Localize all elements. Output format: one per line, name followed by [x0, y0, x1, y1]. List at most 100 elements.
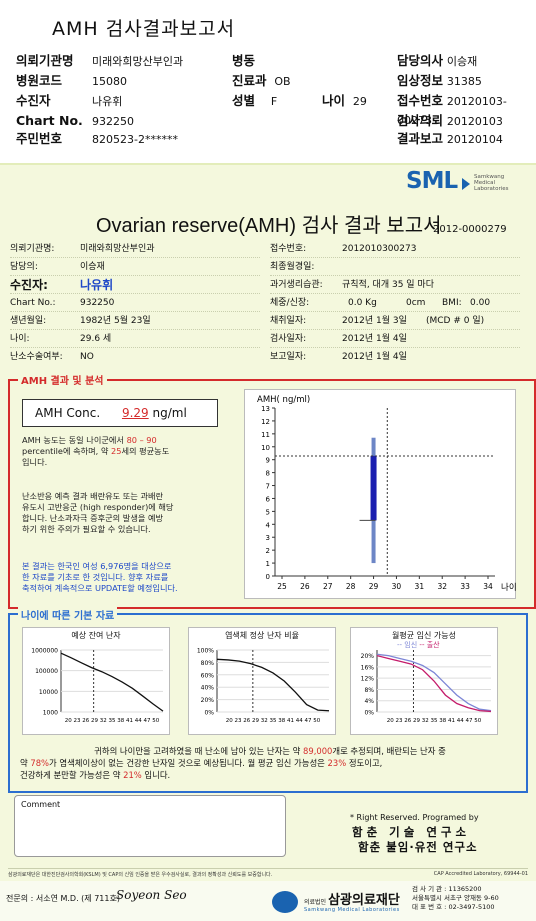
result-panel: AMH 결과 및 분석 AMH Conc. 9.29 ng/ml AMH 농도는…: [8, 372, 536, 609]
clinical-value: 31385: [446, 75, 482, 88]
amh-x-tick-label: 34: [483, 582, 493, 591]
amh-y-tick-label: 7: [266, 483, 270, 491]
eggs-chart-svg: 1000 10000 100000 1000000 20 23 26 29 32 35 …: [31, 648, 164, 724]
p-lastmens-label: 최종월경일:: [270, 262, 315, 272]
mini3-y-tick-label: 4%: [364, 698, 374, 705]
amh-y-tick-label: 8: [266, 470, 270, 478]
sml-logo-sub: Samkwang Medical Laboratories: [474, 174, 509, 192]
fine-print: 삼광의료재단은 대한진단검사의학회(KSLM) 및 CAP의 신임 인증을 받은…: [8, 868, 528, 878]
chart-label: Chart No.: [16, 113, 83, 128]
hospcode-value: 15080: [92, 75, 127, 88]
comment-box: Comment: [14, 795, 286, 857]
p-weight-value: 0.0 Kg: [348, 298, 377, 308]
p-bmi-value: 0.00: [470, 298, 491, 308]
report-title: Ovarian reserve(AMH) 검사 결과 보고서: [96, 215, 442, 237]
hospcode-label: 병원코드: [16, 73, 63, 88]
footer-org-sub: Samkwang Medical Laboratories: [304, 907, 400, 913]
amh-x-tick-label: 28: [346, 582, 356, 591]
amh-y-tick-label: 12: [261, 418, 270, 426]
p-surgery-label: 난소수술여부:: [10, 352, 63, 362]
amh-conc-box: AMH Conc. 9.29 ng/ml: [22, 399, 218, 427]
amh-x-tick-label: 27: [323, 582, 333, 591]
chromosome-chart: 염색체 정상 난자 비율 0% 20% 40% 60% 80% 100% 20 23 26 …: [188, 627, 336, 735]
mini3-x-tick-labels: 20 23 26 29 32 35 38 41 44 47 50: [387, 718, 482, 724]
mini3-y-tick-label: 16%: [361, 664, 375, 671]
sex-value: F: [270, 95, 278, 108]
amh-y-tick-label: 10: [261, 444, 270, 452]
amh-x-tick-label: 31: [415, 582, 425, 591]
percentile-text: AMH 농도는 동일 나이군에서 80 – 90 percentile에 속하며…: [22, 435, 170, 467]
mini3-y-tick-label: 12%: [361, 676, 375, 683]
mini2-series-line-0: [216, 658, 330, 712]
receipt-value: 20120103-00273: [397, 95, 507, 127]
amh-y-tick-label: 5: [266, 508, 270, 516]
p-age-label: 나이:: [10, 334, 30, 344]
mini3-y-tick-label: 8%: [364, 687, 374, 694]
chromosome-chart-svg: 0% 20% 40% 60% 80% 100% 20 23 26 29 32 35 38 4…: [197, 648, 330, 724]
amh-x-tick-label: 32: [437, 582, 447, 591]
p-reportdate-value: 2012년 1월 4일: [342, 352, 407, 362]
mini2-x-tick-labels: 20 23 26 29 32 35 38 41 44 47 50: [226, 718, 321, 724]
mini3-y-tick-label: 0%: [364, 710, 374, 717]
age-value: 29: [352, 95, 367, 108]
p-org-value: 미래와희망산부인과: [80, 244, 155, 254]
mini2-y-tick-label: 40%: [201, 685, 215, 692]
p-birth-label: 생년월일:: [10, 316, 47, 326]
amh-x-tick-label: 33: [460, 582, 470, 591]
ward-label: 병동: [232, 53, 256, 68]
amh-x-tick-label: 25: [277, 582, 287, 591]
eggs-chart: 예상 잔여 난자 1000 10000 100000 1000000 20 23 26 …: [22, 627, 170, 735]
amh-y-tick-label: 3: [266, 534, 270, 542]
mini1-y-tick-label: 100000: [35, 668, 58, 675]
p-birth-value: 1982년 5월 23일: [80, 316, 151, 326]
eggs-chart-title: 예상 잔여 난자: [71, 631, 121, 640]
ssn-label: 주민번호: [16, 131, 63, 146]
signature-label: 전문의 : 서소연 M.D. (제 711호): [6, 894, 120, 903]
p-bmi-label: BMI:: [442, 298, 462, 308]
p-chart-label: Chart No.:: [10, 298, 56, 308]
age-section: 나이에 따른 기본 자료 예상 잔여 난자 1000 10000 100000 100…: [8, 607, 528, 793]
amh-range-box: [370, 455, 377, 521]
handwritten-signature: Soyeon Seo: [116, 888, 187, 902]
org-label: 의뢰기관명: [16, 53, 74, 68]
mini1-y-tick-label: 1000: [43, 710, 58, 717]
amh-x-tick-label: 26: [300, 582, 310, 591]
comment-label: Comment: [21, 800, 61, 809]
amh-chart: AMH( ng/ml) 0 1 2 3 4 5 6 7 8 9 10 11 12 13 25 26 27 28 29 3…: [244, 389, 517, 599]
patient-label: 수진자: [16, 93, 51, 108]
p-history-value: 규칙적, 대개 35 일 마다: [342, 280, 434, 290]
mini2-y-tick-label: 80%: [201, 660, 215, 667]
sml-arrow-icon: [462, 178, 470, 190]
sml-logo-text: SML: [406, 168, 458, 194]
age-label: 나이: [322, 93, 346, 108]
cap-accreditation: CAP Accredited Laboratory, 69944-01: [433, 871, 528, 877]
mini2-y-tick-label: 60%: [201, 672, 215, 679]
p-collect-value: 2012년 1월 3일: [342, 316, 407, 326]
rights-text: * Right Reserved. Programed by: [350, 813, 479, 822]
mini1-x-tick-labels: 20 23 26 29 32 35 38 41 44 47 50: [65, 718, 160, 724]
ssn-value: 820523-2******: [92, 133, 178, 146]
sml-logo: SML Samkwang Medical Laboratories: [406, 168, 526, 198]
receipt-label: 접수번호: [397, 93, 444, 108]
p-height-value: 0cm: [406, 298, 426, 308]
chart-value: 932250: [92, 115, 134, 128]
amh-y-tick-label: 6: [266, 495, 271, 503]
mini3-y-tick-label: 20%: [361, 653, 375, 660]
p-org-label: 의뢰기관명:: [10, 244, 55, 254]
p-doctor-value: 이승재: [80, 262, 105, 272]
p-test-value: 2012년 1월 4일: [342, 334, 407, 344]
p-receipt-label: 접수번호:: [270, 244, 307, 254]
amh-value: 9.29: [121, 406, 149, 420]
doctor-value: 이승재: [446, 55, 478, 68]
amh-y-axis-label: AMH( ng/ml): [257, 395, 310, 405]
p-mcd-value: (MCD # 0 일): [426, 316, 485, 326]
amh-unit: ng/ml: [152, 406, 187, 420]
age-summary-text: 귀하의 나이만을 고려하였을 때 난소에 남아 있는 난자는 약 89,000개…: [20, 746, 446, 780]
amh-y-tick-label: 1: [266, 560, 270, 568]
institute-1: 함춘 기술 연구소: [352, 825, 471, 839]
doctor-label: 담당의사: [397, 53, 444, 68]
institute-2: 함춘 불임·유전 연구소: [358, 840, 478, 854]
mini3-series-line-0: [376, 653, 492, 712]
request-label: 검사의뢰: [397, 113, 444, 128]
amh-y-tick-label: 4: [266, 521, 271, 529]
